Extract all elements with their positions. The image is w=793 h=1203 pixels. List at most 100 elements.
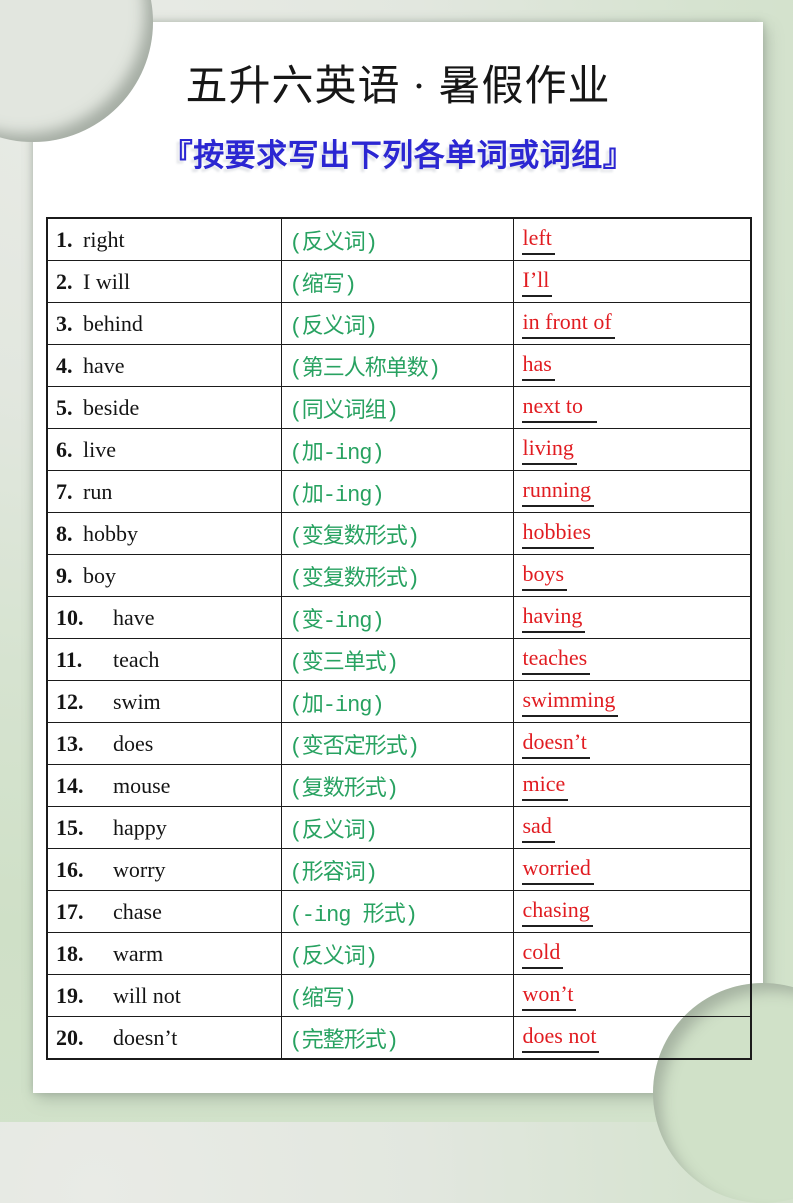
answer-cell: hobbies [512,512,752,555]
row-word: does [113,730,154,756]
table-row: 5. beside (同义词组) next to [46,386,752,429]
worksheet-table: 1. right (反义词) left 2. I will (缩写) I’ll 3.… [46,217,752,1060]
row-number: 11. [56,646,83,672]
table-row: 20. doesn’t (完整形式) does not [46,1016,752,1060]
worksheet-content: 五升六英语 · 暑假作业 『按要求写出下列各单词或词组』 1. right (反义… [33,22,763,1093]
table-row: 19. will not (缩写) won’t [46,974,752,1017]
answer-cell: living [512,428,752,471]
hint-cell: (反义词) [280,217,514,261]
row-hint: (变-ing) [289,608,385,634]
page-title: 五升六英语 · 暑假作业 [185,64,611,110]
hint-cell: (加-ing) [280,470,514,513]
hint-cell: (反义词) [280,806,514,849]
answer-cell: running [512,470,752,513]
row-number: 20. [56,1024,84,1050]
word-cell: 6. live [46,428,282,471]
row-number: 16. [56,856,84,882]
table-row: 6. live (加-ing) living [46,428,752,471]
row-number: 6. [56,436,73,462]
row-word: doesn’t [113,1024,178,1050]
table-row: 15. happy (反义词) sad [46,806,752,849]
row-word: have [113,604,155,630]
row-number: 5. [56,394,73,420]
row-answer: left [521,225,555,255]
hint-cell: (同义词组) [280,386,514,429]
word-cell: 16. worry [46,848,282,891]
row-hint: (反义词) [289,314,378,340]
row-answer: has [521,351,555,381]
row-number: 7. [56,478,73,504]
row-number: 12. [56,688,84,714]
row-answer: worried [521,855,594,885]
word-cell: 3. behind [46,302,282,345]
row-number: 9. [56,562,73,588]
table-row: 3. behind (反义词) in front of [46,302,752,345]
table-row: 18. warm (反义词) cold [46,932,752,975]
hint-cell: (加-ing) [280,428,514,471]
hint-cell: (变复数形式) [280,554,514,597]
word-cell: 5. beside [46,386,282,429]
table-row: 11. teach (变三单式) teaches [46,638,752,681]
row-hint: (第三人称单数) [289,356,441,382]
row-number: 1. [56,226,73,252]
answer-cell: cold [512,932,752,975]
answer-cell: swimming [512,680,752,723]
table-row: 17. chase (-ing 形式) chasing [46,890,752,933]
row-hint: (变复数形式) [289,566,420,592]
row-answer: boys [521,561,568,591]
row-word: beside [83,394,140,420]
hint-cell: (变-ing) [280,596,514,639]
hint-cell: (-ing 形式) [280,890,514,933]
row-number: 19. [56,982,84,1008]
row-word: live [83,436,116,462]
row-answer: does not [521,1023,600,1053]
row-word: hobby [83,520,138,546]
row-hint: (反义词) [289,230,378,256]
row-number: 4. [56,352,73,378]
row-answer: having [521,603,586,633]
hint-cell: (缩写) [280,974,514,1017]
row-answer: in front of [521,309,615,339]
row-word: swim [113,688,161,714]
row-word: right [83,226,125,252]
row-number: 13. [56,730,84,756]
word-cell: 7. run [46,470,282,513]
row-hint: (加-ing) [289,692,385,718]
word-cell: 4. have [46,344,282,387]
hint-cell: (缩写) [280,260,514,303]
answer-cell: won’t [512,974,752,1017]
hint-cell: (反义词) [280,302,514,345]
answer-cell: in front of [512,302,752,345]
table-row: 13. does (变否定形式) doesn’t [46,722,752,765]
table-row: 2. I will (缩写) I’ll [46,260,752,303]
row-hint: (变否定形式) [289,734,420,760]
row-answer: hobbies [521,519,594,549]
page-subtitle: 『按要求写出下列各单词或词组』 [161,138,635,173]
answer-cell: does not [512,1016,752,1060]
table-row: 14. mouse (复数形式) mice [46,764,752,807]
row-word: boy [83,562,116,588]
row-word: happy [113,814,167,840]
row-answer: mice [521,771,569,801]
row-number: 8. [56,520,73,546]
answer-cell: mice [512,764,752,807]
table-row: 8. hobby (变复数形式) hobbies [46,512,752,555]
row-hint: (加-ing) [289,440,385,466]
answer-cell: worried [512,848,752,891]
word-cell: 14. mouse [46,764,282,807]
hint-cell: (变复数形式) [280,512,514,555]
word-cell: 9. boy [46,554,282,597]
answer-cell: doesn’t [512,722,752,765]
hint-cell: (第三人称单数) [280,344,514,387]
row-answer: sad [521,813,555,843]
answer-cell: having [512,596,752,639]
row-answer: won’t [521,981,577,1011]
table-row: 10. have (变-ing) having [46,596,752,639]
table-row: 12. swim (加-ing) swimming [46,680,752,723]
row-word: mouse [113,772,171,798]
row-answer: I’ll [521,267,553,297]
hint-cell: (变否定形式) [280,722,514,765]
row-hint: (缩写) [289,986,357,1012]
answer-cell: next to [512,386,752,429]
row-number: 17. [56,898,84,924]
